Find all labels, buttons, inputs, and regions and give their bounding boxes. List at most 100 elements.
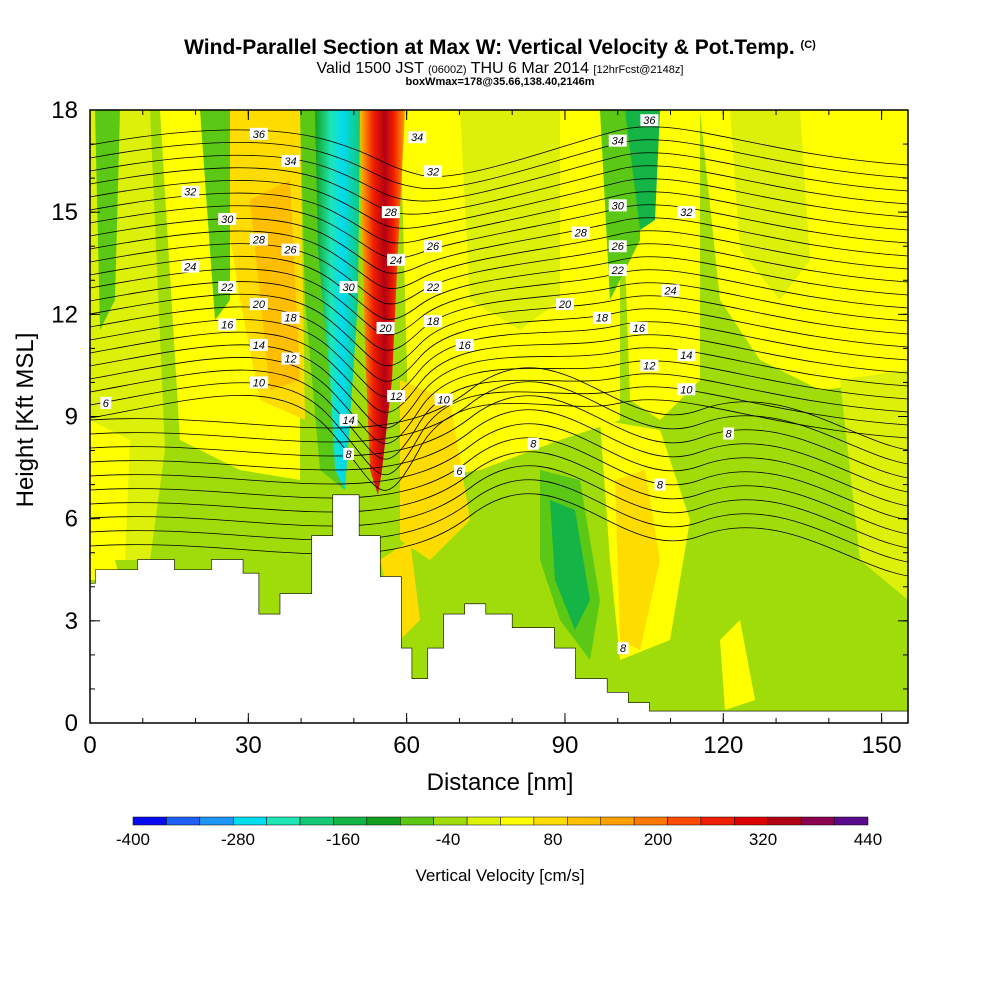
contour-label-box: [608, 240, 627, 253]
contour-label: 16: [221, 320, 234, 332]
contour-label-box: [677, 383, 696, 396]
velocity-shade-12: [730, 110, 810, 300]
contour-label: 20: [378, 323, 392, 335]
x-tick-label: 120: [703, 732, 743, 759]
velocity-shade-16: [550, 500, 590, 630]
contour-label: 20: [558, 299, 572, 311]
colorbar-swatch: [567, 816, 601, 826]
contour-label: 20: [252, 299, 266, 311]
contour-label-box: [527, 437, 539, 450]
contour-label-box: [640, 359, 659, 372]
contour-label-box: [677, 349, 696, 362]
colorbar-swatch: [600, 816, 635, 826]
theta-contour-line: [90, 268, 908, 336]
contour-label: 36: [643, 115, 656, 127]
contour-label-box: [249, 233, 268, 246]
theta-contour-line-low: [90, 493, 908, 577]
contour-label: 28: [574, 228, 588, 240]
contour-label-box: [387, 390, 406, 403]
colorbar-tick-label: -280: [221, 830, 255, 849]
contour-label-box: [387, 253, 406, 266]
y-tick-label: 15: [51, 199, 78, 226]
terrain: [90, 494, 908, 723]
colorbar-swatch: [700, 816, 735, 826]
contour-label-box: [381, 206, 400, 219]
theta-contour-line: [90, 165, 908, 215]
contour-label: 8: [657, 480, 664, 492]
contour-label: 14: [680, 350, 692, 362]
contour-label-box: [555, 298, 574, 311]
contour-label: 24: [183, 262, 196, 274]
theta-contour-line: [90, 369, 908, 460]
chart-title: Wind-Parallel Section at Max W: Vertical…: [0, 36, 1000, 60]
y-tick-label: 6: [65, 506, 78, 533]
contour-label-box: [424, 315, 443, 328]
colorbar-swatch: [767, 816, 802, 826]
contour-label: 18: [596, 313, 609, 325]
theta-contour-labels: 6 6 8 8 8 8 8 10 10 10 12 12 12 14 14 14 16 16 16 18 18 18 20 2…: [100, 114, 735, 655]
contour-label-box: [249, 338, 268, 351]
contour-label-box: [281, 155, 300, 168]
contour-label-box: [661, 284, 680, 297]
forecast-info: [12hrFcst@2148z]: [593, 64, 684, 76]
contour-label: 26: [283, 245, 297, 257]
contour-label-box: [723, 427, 735, 440]
x-tick-label: 30: [235, 732, 262, 759]
contour-label: 12: [284, 354, 296, 366]
velocity-shade-18: [720, 620, 755, 710]
contour-label-box: [424, 240, 443, 253]
x-tick-label: 0: [83, 732, 96, 759]
contour-label: 34: [411, 132, 423, 144]
theta-contour-line: [90, 191, 908, 244]
contour-label-box: [434, 393, 453, 406]
velocity-shade-1: [90, 420, 130, 560]
x-tick-label: 150: [862, 732, 902, 759]
contour-label: 30: [342, 282, 355, 294]
contour-label-box: [218, 212, 237, 225]
x-axis-title: Distance [nm]: [427, 769, 574, 796]
x-tick-label: 60: [393, 732, 420, 759]
theta-contour-line: [90, 178, 908, 229]
chart-subtitle: Valid 1500 JST (0600Z) THU 6 Mar 2014 [1…: [0, 60, 1000, 78]
contour-label-box: [617, 642, 629, 655]
theta-contour-line-low: [90, 395, 908, 479]
copyright-mark: (C): [800, 39, 816, 51]
contour-label: 14: [342, 415, 354, 427]
contour-label-box: [218, 318, 237, 331]
contour-label: 32: [680, 207, 692, 219]
theta-contour-line: [90, 331, 908, 413]
theta-contour-line: [90, 293, 908, 367]
colorbar-swatch: [667, 816, 702, 826]
valid-time: Valid 1500 JST: [316, 60, 424, 77]
theta-contour-line: [90, 319, 908, 398]
colorbar-swatch: [734, 816, 769, 826]
theta-contour-line: [90, 230, 908, 289]
colorbar-swatch: [333, 816, 368, 826]
theta-contour-line: [90, 255, 908, 320]
colorbar-tick-label: 320: [749, 830, 777, 849]
colorbar-swatch: [166, 816, 201, 826]
velocity-shade-4: [250, 180, 300, 390]
contour-label: 24: [663, 285, 676, 297]
colorbar-tick-label: 440: [854, 830, 882, 849]
contour-label: 8: [726, 429, 733, 441]
colorbar-swatch: [500, 816, 535, 826]
colorbar-swatch: [533, 816, 568, 826]
theta-contour-line-low: [90, 423, 908, 507]
contour-label: 34: [284, 156, 296, 168]
y-tick-label: 3: [65, 608, 78, 635]
contour-label: 12: [643, 360, 655, 372]
colorbar-swatch: [834, 816, 869, 826]
contour-label: 8: [346, 449, 353, 461]
contour-label-box: [376, 321, 395, 334]
contour-label-box: [181, 185, 200, 198]
contour-label: 24: [389, 255, 402, 267]
contour-label: 32: [427, 166, 439, 178]
box-info: boxWmax=178@35.66,138.40,2146m: [405, 76, 595, 88]
contour-label-box: [181, 260, 200, 273]
colorbar-swatch: [800, 816, 835, 826]
colorbar-tick-label: -40: [436, 830, 461, 849]
contour-label-box: [408, 131, 427, 144]
theta-contour-line-low: [90, 437, 908, 521]
